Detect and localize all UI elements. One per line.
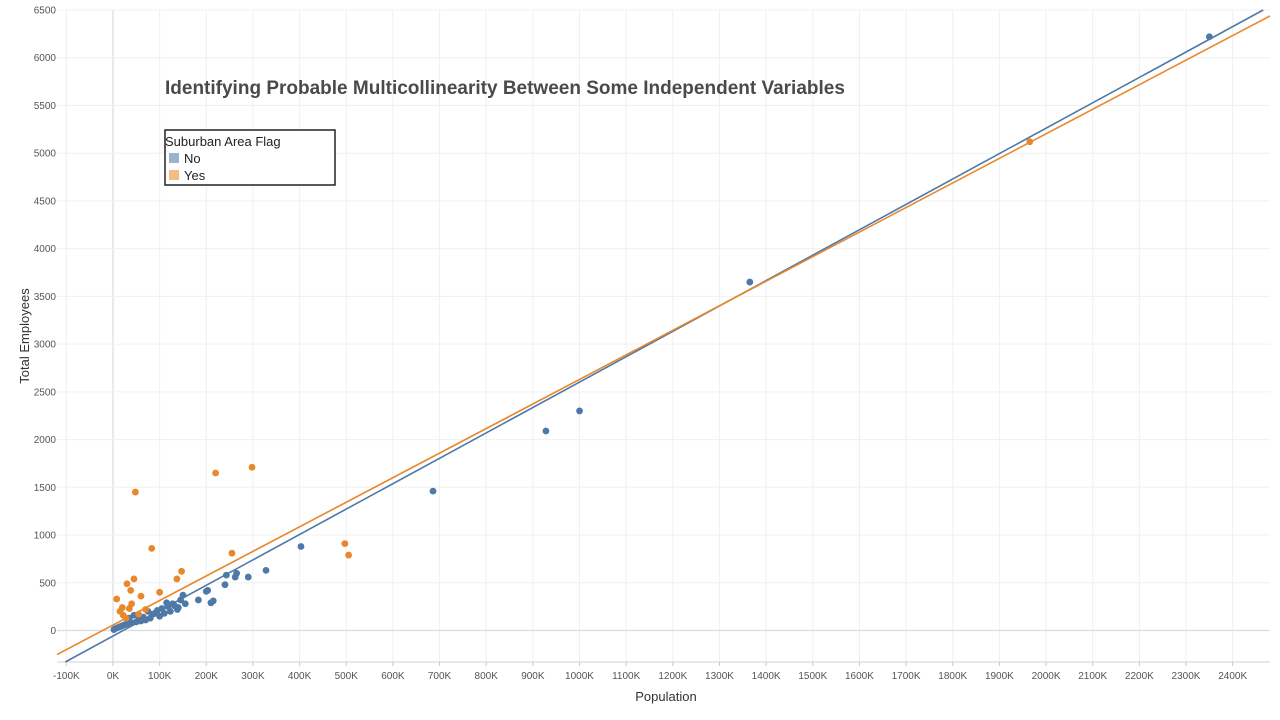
x-tick-label: 400K: [288, 671, 312, 682]
data-point-no: [181, 600, 189, 608]
x-tick-label: 600K: [381, 671, 405, 682]
data-point-yes: [341, 540, 349, 548]
y-axis-ticks: 0 500 1000 1500 2000 2500 3000 3500 4000 4500 5000…: [34, 6, 57, 637]
data-point-no: [244, 573, 252, 581]
legend-swatch-yes: [169, 170, 179, 180]
grid-layer: [57, 9, 1270, 663]
trendline-no: [64, 9, 1264, 663]
data-point-yes: [156, 588, 164, 596]
data-point-yes: [130, 575, 138, 583]
chart-title: Identifying Probable Multicollinearity B…: [165, 78, 845, 99]
data-point-no: [163, 599, 171, 607]
x-tick-label: -100K: [53, 671, 80, 682]
data-point-no: [202, 587, 210, 595]
data-point-no: [746, 278, 754, 286]
data-point-yes: [123, 580, 131, 588]
x-tick-label: 1200K: [658, 671, 687, 682]
legend-title: Suburban Area Flag: [165, 134, 281, 149]
x-tick-label: 1000K: [565, 671, 594, 682]
y-tick-label: 1000: [34, 531, 57, 542]
data-point-no: [207, 599, 215, 607]
x-tick-label: 300K: [241, 671, 265, 682]
x-tick-label: 200K: [195, 671, 219, 682]
data-point-no: [297, 543, 305, 550]
data-point-no: [222, 571, 230, 579]
x-tick-label: 500K: [335, 671, 359, 682]
data-point-no: [1205, 33, 1213, 41]
y-tick-label: 3000: [34, 340, 57, 351]
data-point-yes: [127, 587, 135, 594]
y-tick-label: 5000: [34, 149, 57, 160]
trendline-layer: [56, 9, 1271, 663]
data-point-yes: [113, 595, 121, 603]
x-tick-label: 900K: [521, 671, 545, 682]
data-point-yes: [122, 614, 130, 622]
y-axis-title: Total Employees: [17, 288, 32, 384]
data-point-no: [542, 427, 550, 435]
data-point-no: [177, 596, 185, 604]
y-tick-label: 2000: [34, 435, 57, 446]
y-tick-label: 5500: [34, 101, 57, 112]
x-tick-label: 1100K: [612, 671, 641, 682]
data-point-yes: [345, 551, 352, 559]
x-tick-label: 1900K: [985, 671, 1014, 682]
x-tick-label: 2100K: [1078, 671, 1107, 682]
trendline-yes: [56, 15, 1271, 656]
data-point-layer: [110, 33, 1213, 633]
data-point-no: [231, 573, 239, 581]
y-tick-label: 0: [50, 626, 56, 637]
data-point-yes: [228, 549, 236, 557]
data-point-yes: [173, 575, 181, 583]
x-tick-label: 2000K: [1032, 671, 1061, 682]
y-tick-label: 500: [39, 578, 56, 589]
x-tick-label: 100K: [148, 671, 172, 682]
x-tick-label: 700K: [428, 671, 452, 682]
data-point-yes: [131, 488, 139, 496]
data-point-no: [576, 407, 583, 415]
data-point-yes: [137, 592, 145, 600]
y-tick-label: 3500: [34, 292, 57, 303]
legend-label-yes: Yes: [184, 168, 206, 183]
x-tick-label: 800K: [475, 671, 499, 682]
data-point-yes: [212, 469, 220, 477]
data-point-no: [221, 581, 229, 589]
data-point-yes: [135, 610, 143, 618]
data-point-yes: [142, 606, 150, 613]
y-tick-label: 4000: [34, 244, 57, 255]
data-point-yes: [1026, 138, 1034, 146]
x-tick-label: 1800K: [938, 671, 967, 682]
data-point-no: [429, 487, 437, 495]
x-tick-label: 1500K: [798, 671, 827, 682]
x-tick-label: 1600K: [845, 671, 874, 682]
x-tick-label: 2300K: [1172, 671, 1201, 682]
y-tick-label: 6500: [34, 6, 57, 17]
legend-label-no: No: [184, 151, 201, 166]
legend-swatch-no: [169, 153, 179, 163]
data-point-yes: [125, 605, 133, 612]
x-tick-label: 1400K: [752, 671, 781, 682]
data-point-yes: [178, 567, 185, 575]
x-tick-label: 2400K: [1218, 671, 1247, 682]
y-tick-label: 1500: [34, 483, 57, 494]
legend: Suburban Area Flag No Yes: [164, 129, 336, 186]
data-point-no: [262, 566, 270, 574]
legend-box: [164, 129, 336, 186]
x-axis-ticks: -100K 0K 100K 200K 300K 400K 500K 600K 700K 800K 9…: [53, 662, 1247, 682]
data-point-yes: [248, 463, 256, 471]
y-tick-label: 4500: [34, 196, 57, 207]
y-tick-label: 6000: [34, 53, 57, 64]
data-point-no: [194, 596, 202, 604]
x-axis-title: Population: [635, 689, 696, 704]
x-tick-label: 2200K: [1125, 671, 1154, 682]
x-tick-label: 1300K: [705, 671, 734, 682]
x-tick-label: 0K: [107, 671, 120, 682]
y-tick-label: 2500: [34, 387, 57, 398]
data-point-no: [110, 626, 118, 633]
x-tick-label: 1700K: [892, 671, 921, 682]
data-point-yes: [148, 545, 156, 552]
